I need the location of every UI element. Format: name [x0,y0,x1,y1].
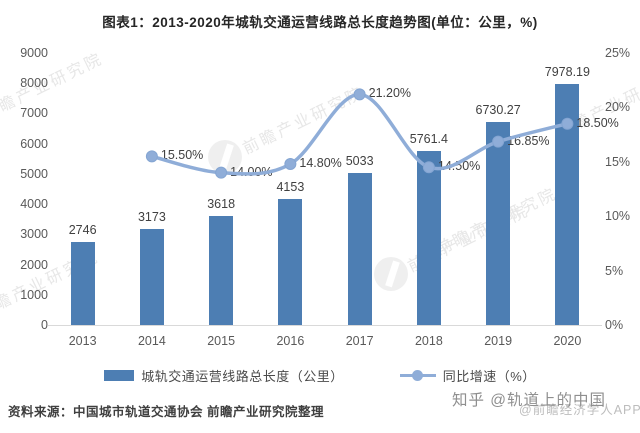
pct-label-2015: 14.00% [230,164,273,179]
x-axis-label: 2016 [276,334,305,348]
bar-label-2018: 5761.4 [409,131,448,146]
legend-item-line-series: 同比增速（%） [399,366,536,385]
zhihu-watermark: 知乎 @轨道上的中国 [452,392,607,409]
chart-title: 图表1：2013-2020年城轨交通运营线路总长度趋势图(单位：公里，%) [102,15,538,30]
bar-label-2020: 7978.19 [544,64,590,79]
bar-2019 [486,121,511,325]
pct-label-2019: 16.85% [507,133,550,148]
bar-2017 [347,172,372,325]
bar-series-swatch-icon [104,370,135,381]
y-axis-tick-right: 5% [605,263,624,278]
pct-label-2014: 15.50% [160,148,204,163]
pct-label-2017: 21.20% [368,86,412,101]
x-axis-label: 2013 [68,334,97,348]
pct-label-2020: 18.50% [576,115,619,130]
y-axis-tick-left: 8000 [20,76,48,91]
y-axis-tick-left: 2000 [20,257,48,272]
bar-2013 [70,242,95,325]
line-point-2015 [215,166,228,179]
x-axis-label: 2018 [414,334,443,348]
line-point-2014 [145,150,158,163]
legend-line-label: 同比增速（%） [442,369,536,384]
bar-2016 [278,199,303,325]
pct-label-2016: 14.80% [299,155,342,170]
line-series-swatch-icon [399,370,436,381]
pct-label-2018: 14.50% [437,159,481,174]
x-axis-line [48,325,602,326]
bar-2014 [139,229,164,325]
y-axis-tick-left: 3000 [20,227,48,242]
app-watermark: @前瞻经济学人APP [519,403,640,417]
y-axis-tick-right: 25% [605,46,631,60]
y-axis-tick-left: 0 [41,318,48,332]
y-axis-tick-right: 15% [605,154,631,169]
source-note: 资料来源：中国城市轨道交通协会 前瞻产业研究院整理 [8,405,324,419]
legend-item-bar-series: 城轨交通运营线路总长度（公里） [104,366,344,385]
y-axis-tick-left: 6000 [20,136,48,151]
x-axis-label: 2014 [137,334,166,348]
pearl-logo-watermark-icon [374,257,408,291]
y-axis-tick-right: 0% [605,318,624,332]
y-axis-tick-right: 20% [605,100,631,115]
y-axis-tick-left: 1000 [20,287,48,302]
bar-label-2015: 3618 [207,196,236,211]
y-axis-tick-right: 10% [605,209,631,224]
y-axis-tick-left: 7000 [20,106,48,121]
line-point-2016 [284,157,297,170]
bar-label-2013: 2746 [68,223,97,237]
x-axis-label: 2020 [553,334,582,348]
bar-2015 [209,215,234,325]
bar-label-2014: 3173 [137,210,166,225]
bar-2018 [416,150,441,325]
bar-label-2016: 4153 [276,180,305,195]
legend-bar-label: 城轨交通运营线路总长度（公里） [141,369,344,384]
legend: 城轨交通运营线路总长度（公里） 同比增速（%） [0,366,640,385]
bar-label-2019: 6730.27 [475,102,521,117]
x-axis-label: 2017 [345,334,374,348]
y-axis-tick-left: 4000 [20,197,48,212]
line-point-2017 [353,88,366,101]
x-axis-label: 2019 [484,334,513,348]
y-axis-tick-left: 5000 [20,166,48,181]
x-axis-label: 2015 [207,334,236,348]
y-axis-tick-left: 9000 [20,46,48,60]
